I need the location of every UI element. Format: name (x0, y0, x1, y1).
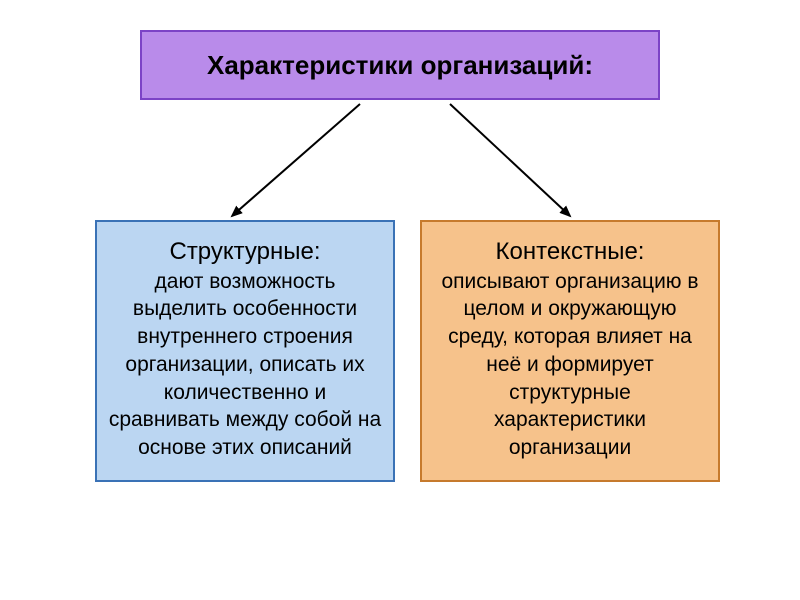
title-text: Характеристики организаций: (207, 50, 593, 81)
left-box: Структурные: дают возможность выделить о… (95, 220, 395, 482)
right-box-body: описывают организацию в целом и окружающ… (432, 268, 708, 462)
arrow-left (232, 104, 360, 216)
arrow-right (450, 104, 570, 216)
left-box-body: дают возможность выделить особенности вн… (107, 268, 383, 462)
right-box: Контекстные: описывают организацию в цел… (420, 220, 720, 482)
right-box-heading: Контекстные: (432, 236, 708, 268)
title-box: Характеристики организаций: (140, 30, 660, 100)
left-box-heading: Структурные: (107, 236, 383, 268)
